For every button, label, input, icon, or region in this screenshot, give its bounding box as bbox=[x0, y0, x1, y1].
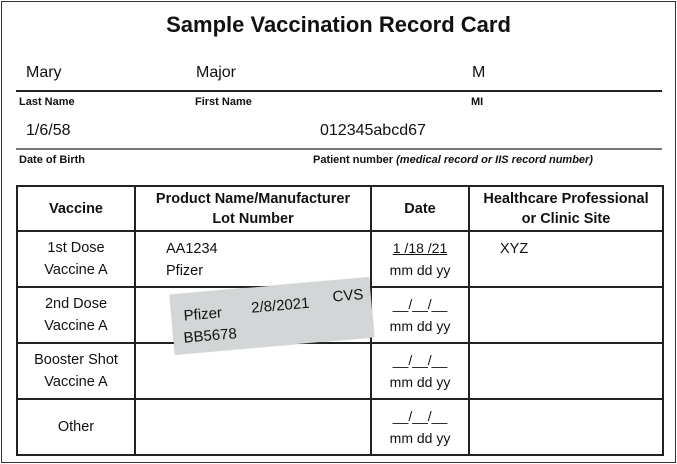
patient-number-note: (medical record or IIS record number) bbox=[396, 154, 593, 166]
table-header-row: Vaccine Product Name/Manufacturer Lot Num… bbox=[16, 185, 664, 232]
product-cell: AA1234 Pfizer bbox=[134, 230, 372, 288]
patient-number-label-text: Patient number bbox=[313, 154, 394, 166]
site-cell bbox=[468, 286, 664, 344]
date-format: mm dd yy bbox=[389, 262, 451, 278]
dob-value: 1/6/58 bbox=[26, 122, 71, 139]
product-manufacturer: Pfizer bbox=[166, 263, 204, 279]
product-cell bbox=[134, 342, 372, 400]
vaccine-line1: Booster Shot bbox=[34, 352, 118, 368]
vaccine-cell: 1st Dose Vaccine A bbox=[16, 230, 136, 288]
vaccine-line1: 2nd Dose bbox=[44, 296, 108, 312]
vaccine-cell: 2nd Dose Vaccine A bbox=[16, 286, 136, 344]
product-cell bbox=[134, 398, 372, 456]
vaccine-line2: Vaccine A bbox=[44, 318, 108, 334]
vaccine-line1: Other bbox=[57, 419, 95, 435]
date-value: __/__/__ bbox=[392, 408, 448, 424]
vaccine-line2: Vaccine A bbox=[44, 374, 108, 390]
mi-value: M bbox=[472, 64, 486, 81]
header-product: Product Name/Manufacturer Lot Number bbox=[134, 185, 372, 232]
first-name-value: Major bbox=[196, 64, 237, 81]
header-product-line1: Product Name/Manufacturer bbox=[155, 190, 351, 207]
date-cell: __/__/__mm dd yy bbox=[370, 398, 470, 456]
patient-number-label: Patient number (medical record or IIS re… bbox=[313, 154, 593, 166]
date-value: __/__/__ bbox=[392, 352, 448, 368]
header-date: Date bbox=[370, 185, 470, 232]
sticker-date: 2/8/2021 bbox=[250, 294, 311, 317]
header-site-line2: or Clinic Site bbox=[521, 210, 611, 227]
last-name-label: Last Name bbox=[19, 96, 75, 108]
site-cell: XYZ bbox=[468, 230, 664, 288]
dob-divider bbox=[16, 148, 662, 150]
header-site: Healthcare Professional or Clinic Site bbox=[468, 185, 664, 232]
header-vaccine: Vaccine bbox=[16, 185, 136, 232]
sticker-site: CVS bbox=[331, 285, 365, 306]
vaccination-table: Vaccine Product Name/Manufacturer Lot Num… bbox=[16, 185, 664, 456]
date-cell: 1 /18 /21 mm dd yy bbox=[370, 230, 470, 288]
sticker-lot: BB5678 bbox=[182, 325, 238, 347]
header-site-line1: Healthcare Professional bbox=[483, 190, 649, 207]
vaccine-cell: Other bbox=[16, 398, 136, 456]
last-name-value: Mary bbox=[26, 64, 62, 81]
dob-label: Date of Birth bbox=[19, 154, 85, 166]
product-lot: AA1234 bbox=[166, 241, 218, 257]
date-value: 1 /18 /21 bbox=[392, 240, 448, 256]
table-row: Other __/__/__mm dd yy bbox=[16, 398, 664, 456]
site-cell bbox=[468, 342, 664, 400]
header-product-line2: Lot Number bbox=[212, 210, 294, 227]
patient-number-value: 012345abcd67 bbox=[320, 122, 426, 139]
table-row: 1st Dose Vaccine A AA1234 Pfizer 1 /18 /21… bbox=[16, 230, 664, 288]
date-value: __/__/__ bbox=[392, 296, 448, 312]
card-title: Sample Vaccination Record Card bbox=[166, 12, 511, 37]
date-format: mm dd yy bbox=[389, 430, 451, 446]
mi-label: MI bbox=[471, 96, 484, 108]
first-name-label: First Name bbox=[195, 96, 252, 108]
site-value: XYZ bbox=[500, 241, 529, 257]
date-cell: __/__/__mm dd yy bbox=[370, 342, 470, 400]
date-cell: __/__/__mm dd yy bbox=[370, 286, 470, 344]
site-cell bbox=[468, 398, 664, 456]
vaccine-cell: Booster Shot Vaccine A bbox=[16, 342, 136, 400]
date-format: mm dd yy bbox=[389, 318, 451, 334]
sticker-manufacturer: Pfizer bbox=[182, 304, 223, 325]
vaccine-line2: Vaccine A bbox=[44, 262, 108, 278]
table-row: Booster Shot Vaccine A __/__/__mm dd yy bbox=[16, 342, 664, 400]
date-format: mm dd yy bbox=[389, 374, 451, 390]
name-divider bbox=[16, 90, 662, 92]
vaccine-line1: 1st Dose bbox=[47, 240, 105, 256]
